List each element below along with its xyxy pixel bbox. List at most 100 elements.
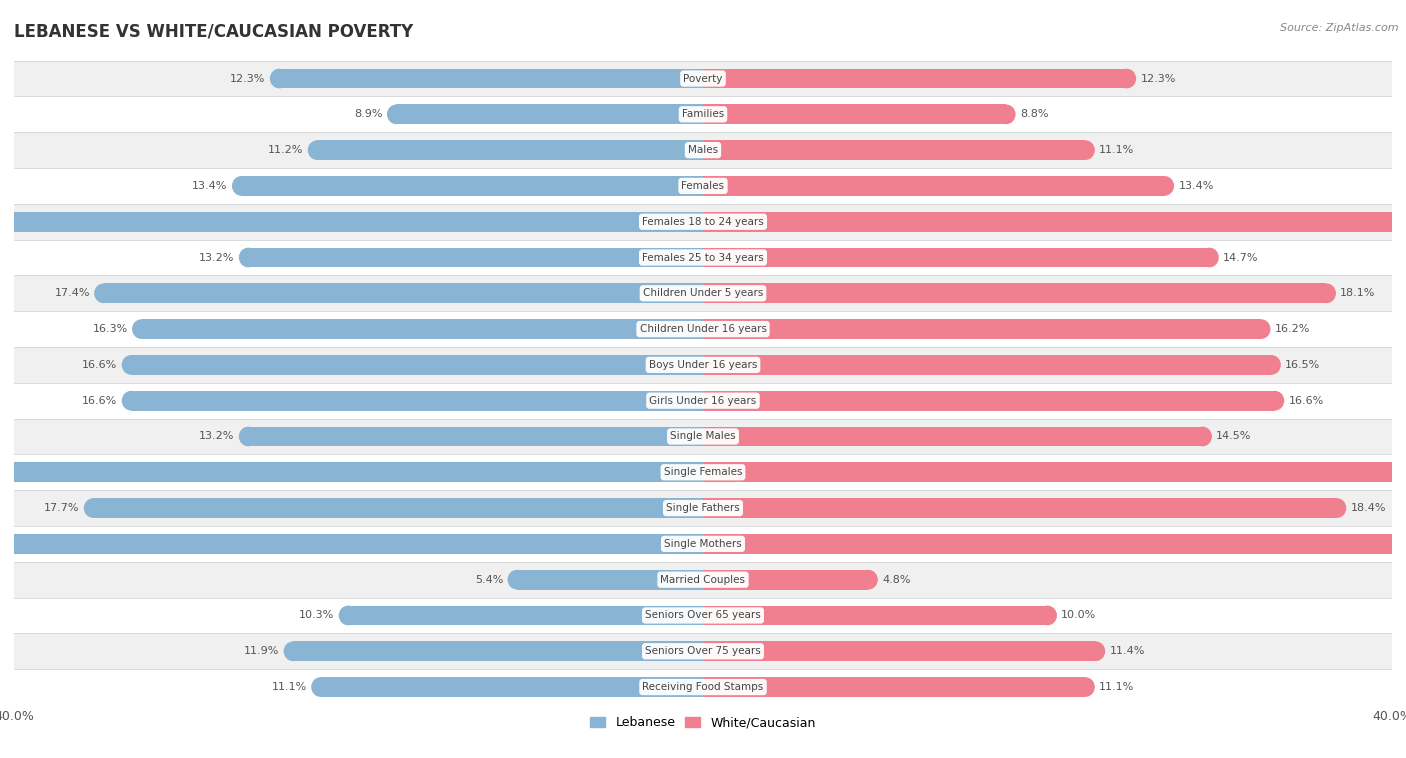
Bar bbox=[14, 240, 1392, 275]
Text: Children Under 5 years: Children Under 5 years bbox=[643, 288, 763, 299]
Circle shape bbox=[284, 641, 302, 661]
Bar bbox=[703, 677, 1085, 697]
Text: Children Under 16 years: Children Under 16 years bbox=[640, 324, 766, 334]
Text: Families: Families bbox=[682, 109, 724, 119]
Circle shape bbox=[859, 570, 877, 590]
Bar bbox=[703, 248, 1209, 268]
Text: 11.9%: 11.9% bbox=[243, 647, 280, 656]
Text: 12.3%: 12.3% bbox=[1140, 74, 1175, 83]
Text: 12.3%: 12.3% bbox=[231, 74, 266, 83]
Text: 16.3%: 16.3% bbox=[93, 324, 128, 334]
Text: Girls Under 16 years: Girls Under 16 years bbox=[650, 396, 756, 406]
Bar bbox=[14, 454, 1392, 490]
Bar bbox=[242, 176, 703, 196]
Text: 13.2%: 13.2% bbox=[200, 431, 235, 441]
Circle shape bbox=[1317, 283, 1336, 303]
Text: 11.1%: 11.1% bbox=[1099, 682, 1135, 692]
Bar bbox=[7, 212, 703, 231]
Bar bbox=[131, 391, 703, 411]
Text: 10.0%: 10.0% bbox=[1062, 610, 1097, 621]
Text: Boys Under 16 years: Boys Under 16 years bbox=[648, 360, 758, 370]
Text: Receiving Food Stamps: Receiving Food Stamps bbox=[643, 682, 763, 692]
Text: 13.4%: 13.4% bbox=[193, 181, 228, 191]
Circle shape bbox=[270, 69, 288, 89]
Bar bbox=[318, 140, 703, 160]
Text: 16.5%: 16.5% bbox=[1285, 360, 1320, 370]
Text: 14.5%: 14.5% bbox=[1216, 431, 1251, 441]
Circle shape bbox=[387, 105, 406, 124]
Bar bbox=[14, 383, 1392, 418]
Text: Seniors Over 75 years: Seniors Over 75 years bbox=[645, 647, 761, 656]
Bar bbox=[14, 275, 1392, 312]
Bar bbox=[14, 634, 1392, 669]
Circle shape bbox=[239, 427, 257, 446]
Circle shape bbox=[94, 283, 112, 303]
Circle shape bbox=[339, 606, 357, 625]
Bar bbox=[703, 283, 1326, 303]
Bar bbox=[249, 248, 703, 268]
Bar bbox=[14, 168, 1392, 204]
Circle shape bbox=[1251, 319, 1271, 339]
Text: 11.1%: 11.1% bbox=[1099, 145, 1135, 155]
Bar bbox=[280, 69, 703, 89]
Circle shape bbox=[308, 140, 326, 160]
Text: Females 18 to 24 years: Females 18 to 24 years bbox=[643, 217, 763, 227]
Bar bbox=[14, 597, 1392, 634]
Text: LEBANESE VS WHITE/CAUCASIAN POVERTY: LEBANESE VS WHITE/CAUCASIAN POVERTY bbox=[14, 23, 413, 41]
Bar bbox=[14, 61, 1392, 96]
Text: Single Males: Single Males bbox=[671, 431, 735, 441]
Text: 16.6%: 16.6% bbox=[82, 360, 117, 370]
Bar bbox=[0, 534, 703, 553]
Text: 11.2%: 11.2% bbox=[269, 145, 304, 155]
Bar bbox=[703, 462, 1406, 482]
Text: 8.8%: 8.8% bbox=[1019, 109, 1049, 119]
Text: Seniors Over 65 years: Seniors Over 65 years bbox=[645, 610, 761, 621]
Bar bbox=[349, 606, 703, 625]
Text: 8.9%: 8.9% bbox=[354, 109, 382, 119]
Bar bbox=[142, 319, 703, 339]
Circle shape bbox=[311, 677, 330, 697]
Text: 16.6%: 16.6% bbox=[82, 396, 117, 406]
Bar bbox=[703, 606, 1047, 625]
Bar bbox=[292, 641, 703, 661]
Bar bbox=[14, 312, 1392, 347]
Text: Males: Males bbox=[688, 145, 718, 155]
Bar bbox=[703, 534, 1406, 553]
Bar bbox=[14, 96, 1392, 132]
Text: 13.4%: 13.4% bbox=[1178, 181, 1213, 191]
Bar bbox=[703, 140, 1085, 160]
Bar bbox=[14, 132, 1392, 168]
Circle shape bbox=[1076, 677, 1095, 697]
Bar bbox=[14, 562, 1392, 597]
Text: Poverty: Poverty bbox=[683, 74, 723, 83]
Text: 14.7%: 14.7% bbox=[1223, 252, 1258, 262]
Bar bbox=[104, 283, 703, 303]
Circle shape bbox=[1194, 427, 1212, 446]
Text: 18.1%: 18.1% bbox=[1340, 288, 1375, 299]
Bar bbox=[703, 69, 1126, 89]
Text: Females 25 to 34 years: Females 25 to 34 years bbox=[643, 252, 763, 262]
Bar bbox=[396, 105, 703, 124]
Bar bbox=[703, 319, 1261, 339]
Text: 11.1%: 11.1% bbox=[271, 682, 307, 692]
Circle shape bbox=[132, 319, 150, 339]
Text: Single Females: Single Females bbox=[664, 467, 742, 478]
Text: Married Couples: Married Couples bbox=[661, 575, 745, 584]
Text: 10.3%: 10.3% bbox=[299, 610, 335, 621]
Bar bbox=[14, 490, 1392, 526]
Bar bbox=[14, 418, 1392, 454]
Circle shape bbox=[1265, 391, 1284, 411]
Text: 4.8%: 4.8% bbox=[882, 575, 911, 584]
Circle shape bbox=[239, 248, 257, 268]
Bar bbox=[249, 427, 703, 446]
Bar bbox=[131, 355, 703, 374]
Text: 17.4%: 17.4% bbox=[55, 288, 90, 299]
Text: 11.4%: 11.4% bbox=[1109, 647, 1144, 656]
Circle shape bbox=[1263, 355, 1281, 374]
Bar bbox=[517, 570, 703, 590]
Text: 5.4%: 5.4% bbox=[475, 575, 503, 584]
Circle shape bbox=[122, 391, 141, 411]
Circle shape bbox=[1327, 498, 1347, 518]
Bar bbox=[14, 204, 1392, 240]
Text: 16.6%: 16.6% bbox=[1289, 396, 1324, 406]
